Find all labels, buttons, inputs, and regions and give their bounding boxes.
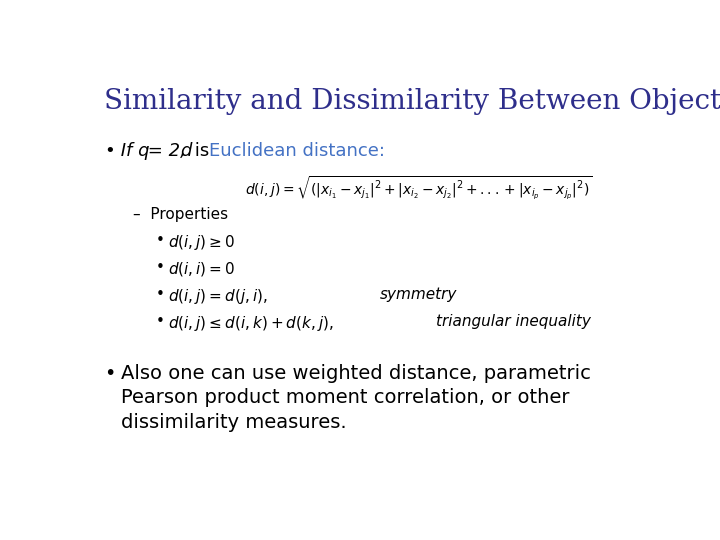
Text: d: d xyxy=(180,142,192,160)
Text: is: is xyxy=(189,142,215,160)
Text: $d(i,j) \geq 0$: $d(i,j) \geq 0$ xyxy=(168,233,235,252)
Text: Pearson product moment correlation, or other: Pearson product moment correlation, or o… xyxy=(121,388,570,407)
Text: •: • xyxy=(156,287,165,301)
Text: dissimilarity measures.: dissimilarity measures. xyxy=(121,413,346,432)
Text: $d(i,i) = 0$: $d(i,i) = 0$ xyxy=(168,260,235,278)
Text: –  Properties: – Properties xyxy=(132,207,228,222)
Text: $d(i,j) = d(j,i),$: $d(i,j) = d(j,i),$ xyxy=(168,287,267,306)
Text: $d(i,j) \leq d(i,k) + d(k,j),$: $d(i,j) \leq d(i,k) + d(k,j),$ xyxy=(168,314,333,333)
Text: Also one can use weighted distance, parametric: Also one can use weighted distance, para… xyxy=(121,363,591,382)
Text: Similarity and Dissimilarity Between Objects: Similarity and Dissimilarity Between Obj… xyxy=(104,88,720,115)
Text: •: • xyxy=(156,260,165,275)
Text: triangular inequality: triangular inequality xyxy=(436,314,591,328)
Text: symmetry: symmetry xyxy=(380,287,457,301)
Text: If q: If q xyxy=(114,142,149,160)
Text: Euclidean distance:: Euclidean distance: xyxy=(209,142,385,160)
Text: •: • xyxy=(156,314,165,328)
Text: $d(i,j)=\sqrt{(|x_{i_1}-x_{j_1}|^2+|x_{i_2}-x_{j_2}|^2+...+|x_{i_p}-x_{j_p}|^2)}: $d(i,j)=\sqrt{(|x_{i_1}-x_{j_1}|^2+|x_{i… xyxy=(245,175,593,202)
Text: •: • xyxy=(104,363,115,382)
Text: = 2,: = 2, xyxy=(142,142,192,160)
Text: •: • xyxy=(104,142,114,160)
Text: •: • xyxy=(156,233,165,248)
